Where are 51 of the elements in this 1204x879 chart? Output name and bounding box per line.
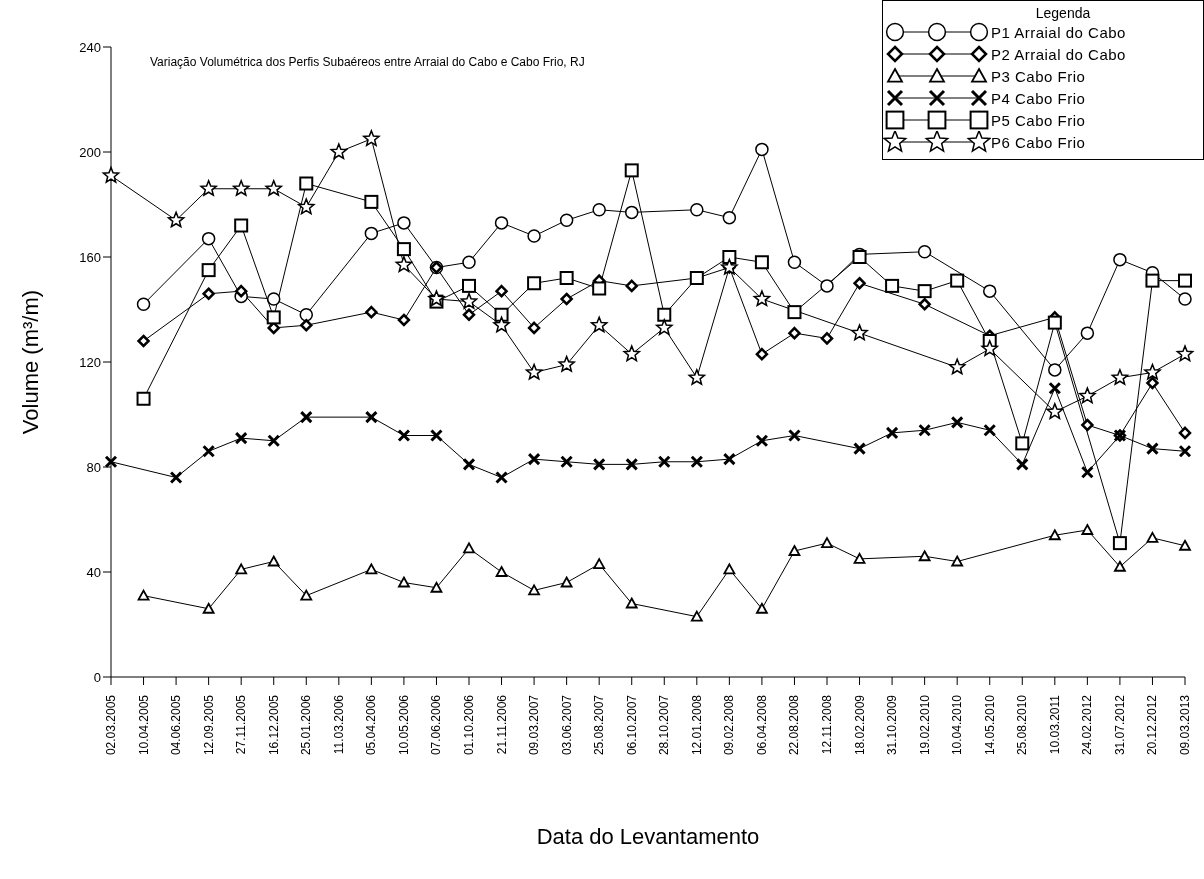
x-tick-label: 14.05.2010 (982, 694, 997, 756)
y-tick-label: 240 (79, 39, 101, 55)
x-tick-label: 21.11.2006 (494, 694, 509, 755)
legend-label: P5 Cabo Frio (991, 111, 1086, 129)
x-tick-label: 06.10.2007 (624, 694, 639, 756)
x-tick-label: 28.10.2007 (657, 694, 672, 756)
x-tick-label: 18.02.2009 (852, 694, 867, 756)
x-tick-label: 09.03.2013 (1178, 694, 1192, 756)
x-tick-label: 31.10.2009 (885, 694, 900, 756)
x-axis-title: Data do Levantamento (536, 824, 760, 849)
legend-label: P1 Arraial do Cabo (991, 23, 1126, 41)
x-tick-label: 25.01.2006 (299, 694, 314, 756)
x-tick-label: 03.06.2007 (559, 694, 574, 756)
y-tick-label: 40 (86, 564, 101, 580)
x-tick-label: 25.08.2010 (1015, 694, 1030, 756)
x-tick-label: 07.06.2006 (429, 694, 444, 756)
x-tick-label: 01.10.2006 (462, 694, 476, 756)
x-tick-label: 16.12.2005 (266, 694, 281, 756)
x-tick-label: 25.08.2007 (592, 694, 607, 756)
legend-label: P2 Arraial do Cabo (991, 45, 1126, 63)
x-tick-label: 12.09.2005 (201, 694, 216, 756)
x-tick-label: 20.12.2012 (1145, 694, 1160, 756)
x-tick-label: 09.02.2008 (722, 694, 737, 756)
x-tick-label: 22.08.2008 (787, 694, 802, 756)
x-tick-label: 05.04.2006 (364, 694, 379, 756)
x-tick-label: 10.04.2005 (136, 694, 151, 756)
x-tick-label: 02.03.2005 (104, 694, 118, 756)
x-tick-label: 09.03.2007 (527, 694, 542, 756)
x-tick-label: 12.01.2008 (689, 694, 704, 756)
y-tick-label: 80 (86, 459, 101, 475)
x-tick-label: 10.04.2010 (950, 694, 965, 756)
legend-label: P6 Cabo Frio (991, 133, 1086, 151)
y-tick-label: 160 (79, 249, 101, 265)
y-tick-label: 200 (79, 144, 101, 160)
legend-label: P3 Cabo Frio (991, 67, 1086, 85)
legend-label: P4 Cabo Frio (991, 89, 1086, 107)
x-tick-label: 12.11.2008 (820, 694, 834, 755)
x-tick-label: 27.11.2005 (234, 694, 249, 755)
y-tick-label: 120 (79, 354, 101, 370)
x-tick-label: 11.03.2006 (331, 694, 346, 755)
x-tick-label: 24.02.2012 (1080, 694, 1095, 756)
x-tick-label: 31.07.2012 (1112, 694, 1127, 756)
y-tick-label: 0 (93, 669, 101, 685)
x-tick-label: 04.06.2005 (169, 694, 184, 756)
y-axis-title: Volume (m³/m) (17, 289, 43, 435)
x-tick-label: 10.03.2011 (1047, 694, 1062, 755)
text: Variação Volumétrica dos Perfis Subaéreos entre Arraial do Cabo e Cabo Frio, RJ (150, 55, 585, 69)
x-tick-label: 10.05.2006 (396, 694, 411, 756)
legend-title: Legenda (1034, 5, 1092, 21)
x-tick-label: 06.04.2008 (754, 694, 769, 756)
x-tick-label: 19.02.2010 (917, 694, 932, 756)
